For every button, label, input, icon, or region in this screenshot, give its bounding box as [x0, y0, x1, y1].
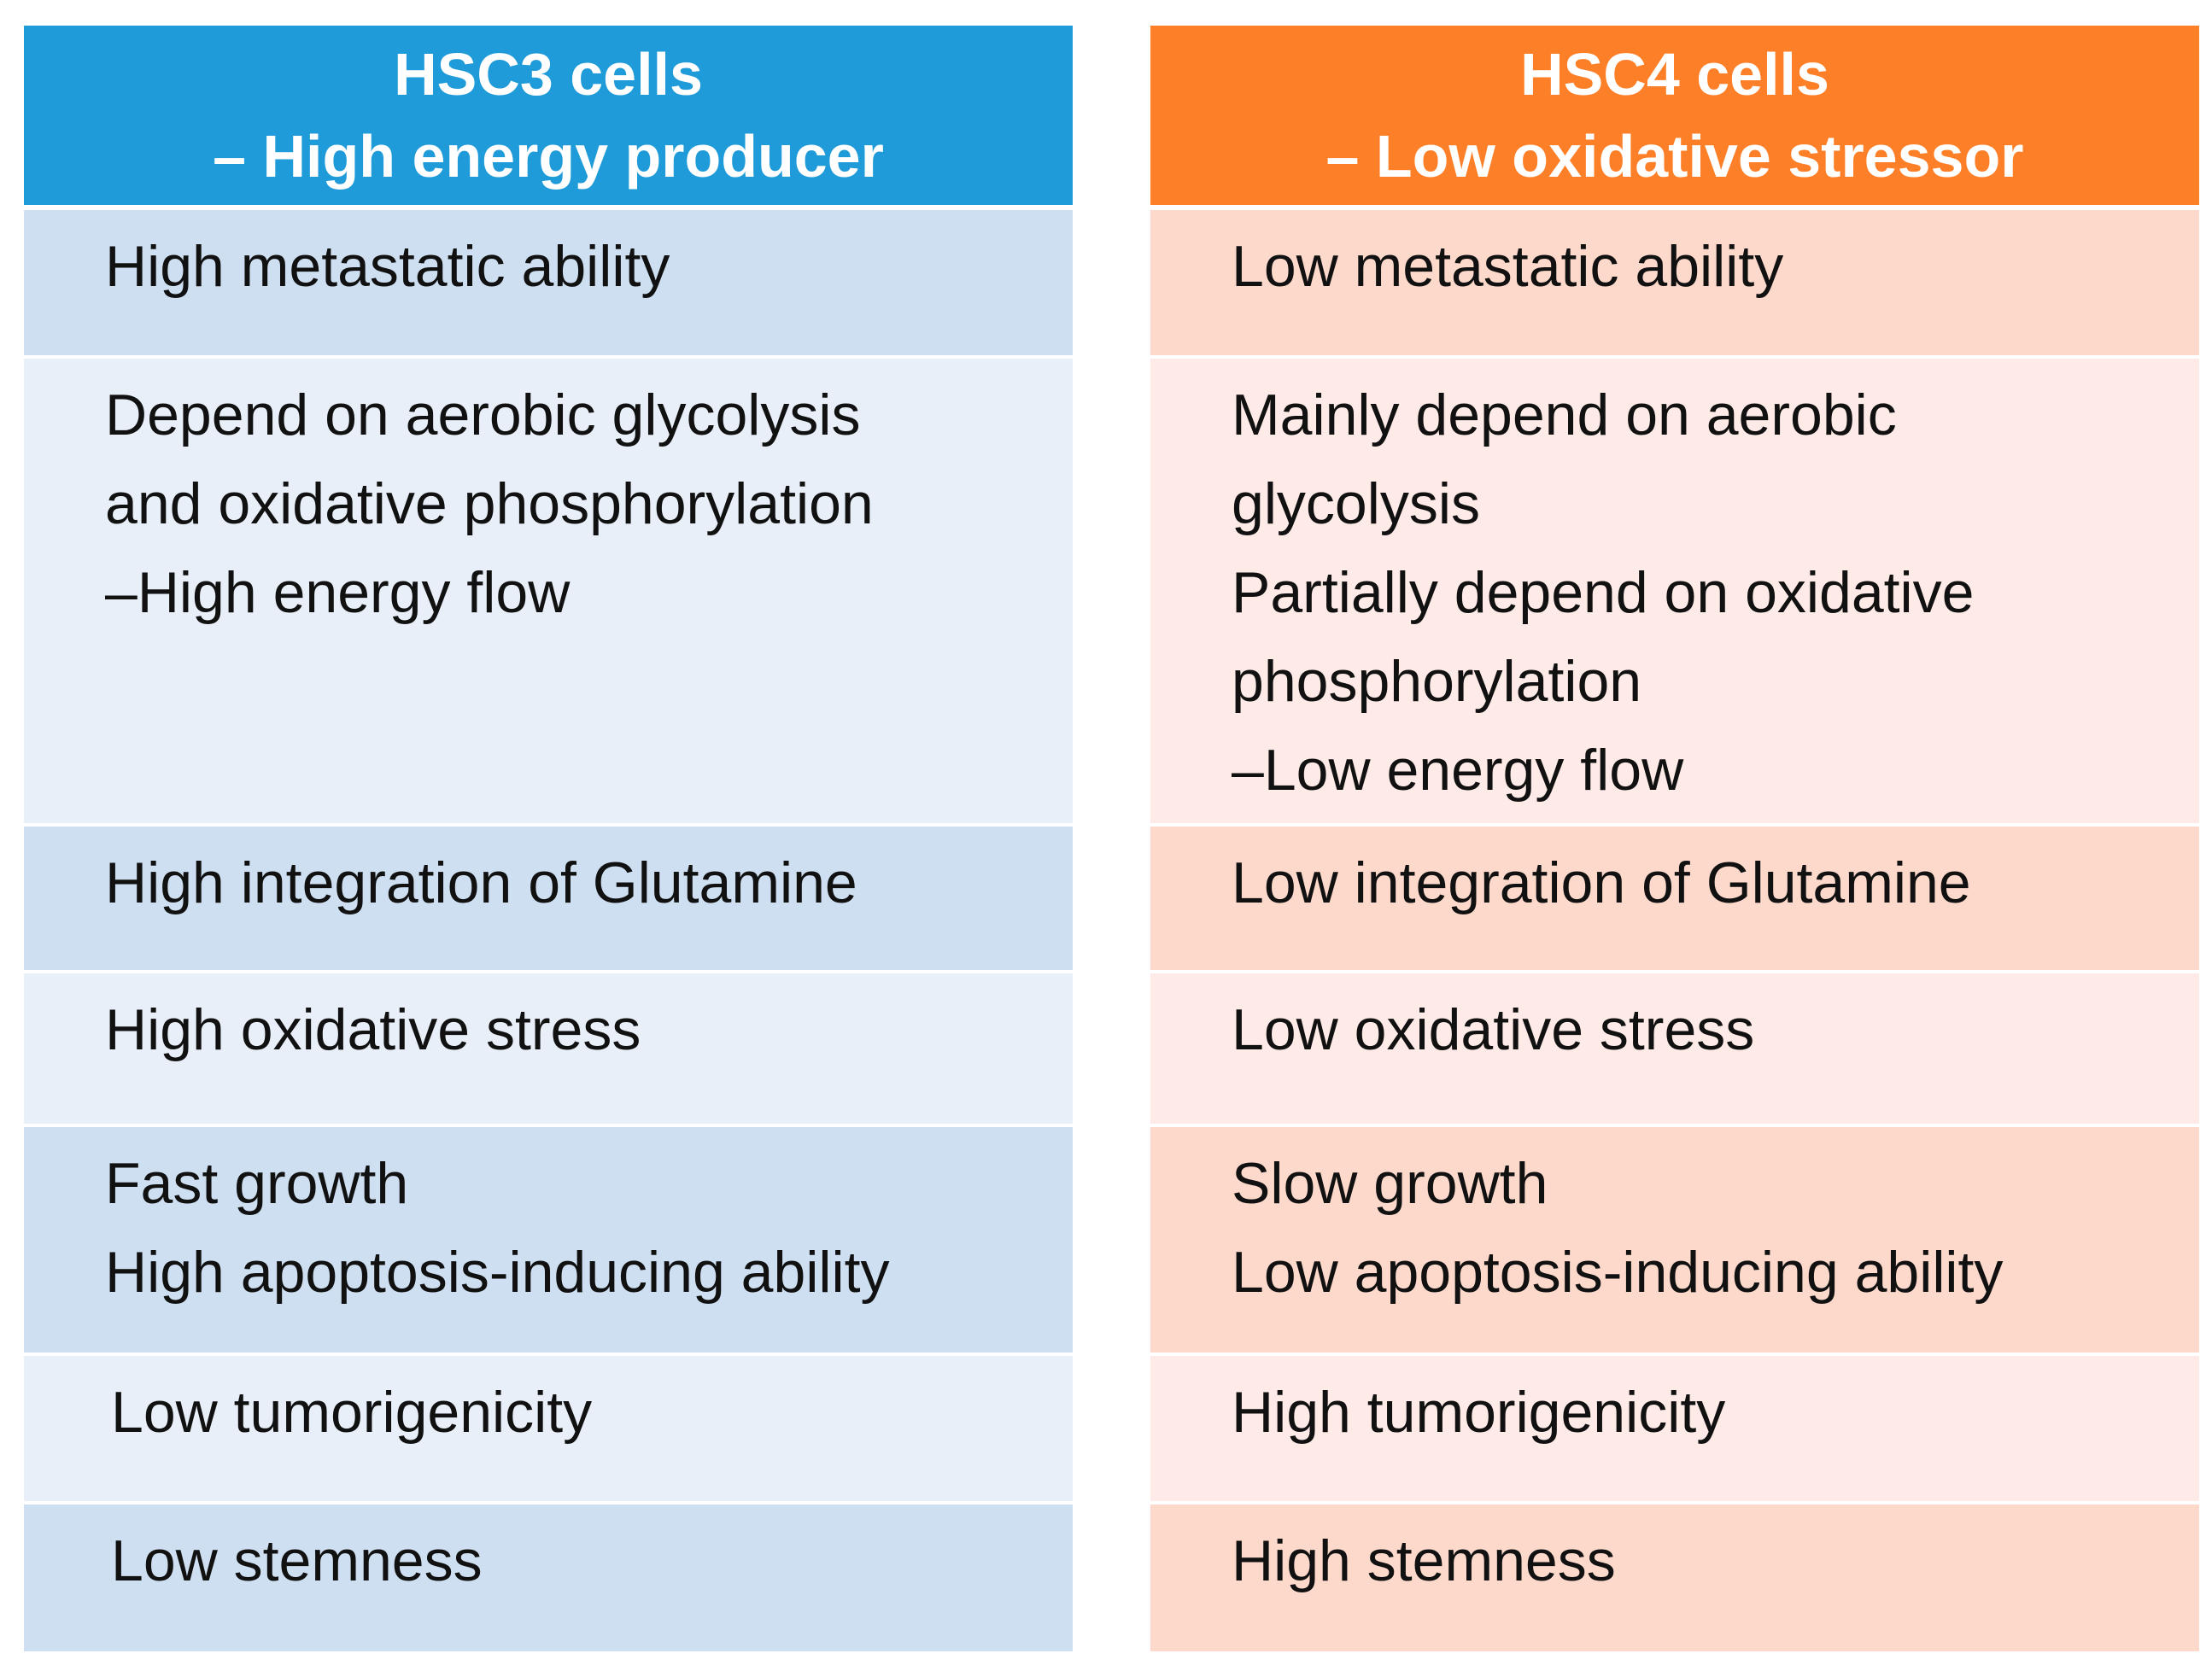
- hsc3-row-glutamine: High integration of Glutamine: [24, 827, 1073, 973]
- row-text: and oxidative phosphorylation: [105, 471, 874, 536]
- hsc4-header-subtitle: – Low oxidative stressor: [1325, 123, 2024, 190]
- row-text: Mainly depend on aerobic: [1232, 383, 1897, 447]
- row-text: Low tumorigenicity: [111, 1380, 593, 1445]
- hsc3-row-stemness: Low stemness: [24, 1504, 1073, 1651]
- hsc4-row-glutamine: Low integration of Glutamine: [1150, 827, 2199, 973]
- row-text: High oxidative stress: [105, 997, 641, 1062]
- hsc3-row-metastatic: High metastatic ability: [24, 210, 1073, 359]
- row-text: High stemness: [1232, 1528, 1616, 1593]
- row-text: Fast growth: [105, 1151, 409, 1216]
- hsc3-row-growth: Fast growth High apoptosis-inducing abil…: [24, 1127, 1073, 1356]
- hsc4-row-growth: Slow growth Low apoptosis-inducing abili…: [1150, 1127, 2199, 1356]
- row-text: High apoptosis-inducing ability: [105, 1240, 890, 1305]
- hsc4-header: HSC4 cells – Low oxidative stressor: [1150, 26, 2199, 205]
- row-text: Low metastatic ability: [1232, 234, 1784, 299]
- hsc3-header-title: HSC3 cells: [394, 41, 703, 108]
- row-text: glycolysis: [1232, 471, 1480, 536]
- hsc4-row-stemness: High stemness: [1150, 1504, 2199, 1651]
- row-text: Low apoptosis-inducing ability: [1232, 1240, 2004, 1305]
- hsc4-row-metastatic: Low metastatic ability: [1150, 210, 2199, 359]
- row-text: Partially depend on oxidative: [1232, 560, 1975, 625]
- row-text: Low stemness: [111, 1528, 483, 1593]
- row-text: High tumorigenicity: [1232, 1380, 1726, 1445]
- row-text: phosphorylation: [1232, 649, 1642, 714]
- hsc3-row-tumorigenicity: Low tumorigenicity: [24, 1356, 1073, 1504]
- row-text: Depend on aerobic glycolysis: [105, 383, 861, 447]
- row-text: Low oxidative stress: [1232, 997, 1755, 1062]
- hsc3-row-oxidative-stress: High oxidative stress: [24, 973, 1073, 1127]
- hsc3-header: HSC3 cells – High energy producer: [24, 26, 1073, 205]
- hsc3-column: HSC3 cells – High energy producer High m…: [24, 26, 1073, 1651]
- hsc4-row-tumorigenicity: High tumorigenicity: [1150, 1356, 2199, 1504]
- hsc4-column: HSC4 cells – Low oxidative stressor Low …: [1150, 26, 2199, 1651]
- row-text: Slow growth: [1232, 1151, 1548, 1216]
- hsc4-row-oxidative-stress: Low oxidative stress: [1150, 973, 2199, 1127]
- row-text: –Low energy flow: [1232, 738, 1684, 803]
- row-text: Low integration of Glutamine: [1232, 850, 1971, 915]
- row-text: High metastatic ability: [105, 234, 670, 299]
- hsc3-header-subtitle: – High energy producer: [213, 123, 884, 190]
- row-text: High integration of Glutamine: [105, 850, 857, 915]
- hsc4-row-energy: Mainly depend on aerobic glycolysis Part…: [1150, 359, 2199, 827]
- row-text: –High energy flow: [105, 560, 571, 625]
- hsc3-row-energy: Depend on aerobic glycolysis and oxidati…: [24, 359, 1073, 827]
- hsc4-header-title: HSC4 cells: [1520, 41, 1829, 108]
